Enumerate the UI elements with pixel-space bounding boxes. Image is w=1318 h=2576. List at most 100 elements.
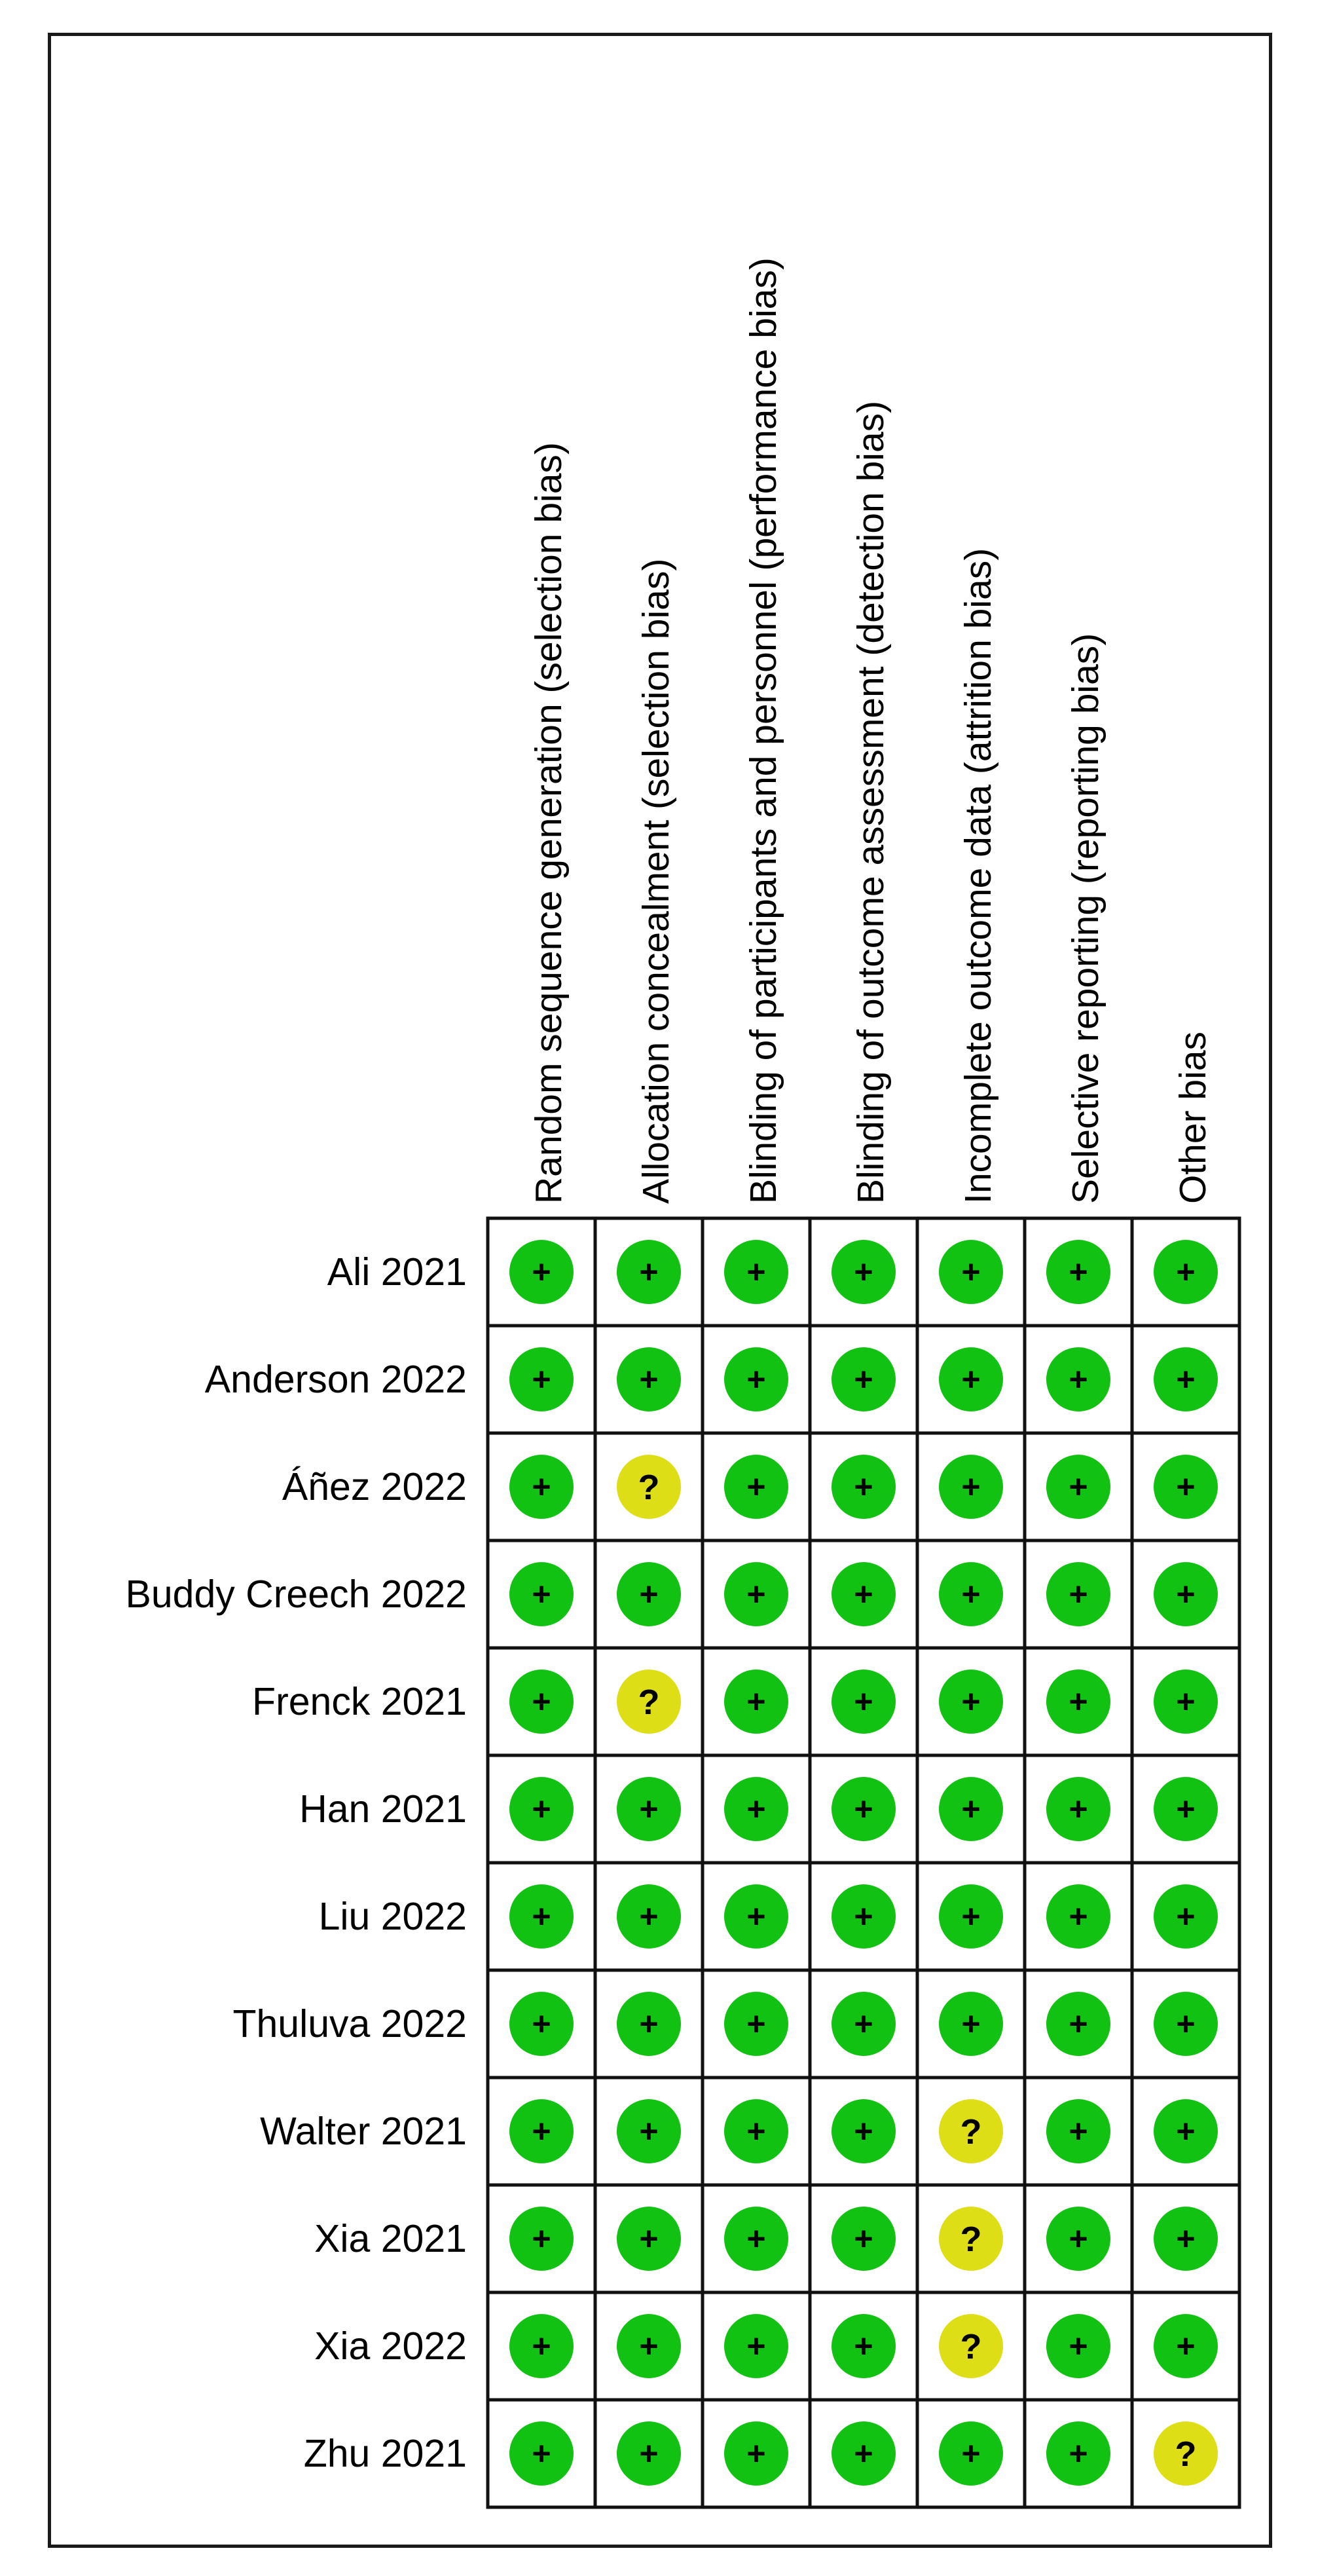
rating-circle: [1154, 1777, 1218, 1841]
rating-circle: [832, 1884, 896, 1949]
study-label: Anderson 2022: [205, 1358, 467, 1401]
rating-symbol: ?: [961, 2327, 982, 2366]
rating-circle: [1154, 1992, 1218, 2056]
low-risk-mark: +: [724, 2314, 788, 2378]
rating-circle: [1046, 1670, 1110, 1734]
rating-circle: [832, 1992, 896, 2056]
unclear-risk-mark: ?: [939, 2099, 1003, 2163]
low-risk-mark: +: [832, 1992, 896, 2056]
low-risk-mark: +: [1046, 1455, 1110, 1519]
rating-symbol: +: [532, 2113, 551, 2150]
rating-circle: [724, 1240, 788, 1304]
rating-circle: [1154, 2314, 1218, 2378]
rating-circle: [724, 2314, 788, 2378]
rating-symbol: +: [961, 2006, 980, 2042]
low-risk-mark: +: [1046, 1240, 1110, 1304]
low-risk-mark: +: [832, 1670, 896, 1734]
low-risk-mark: +: [1046, 1562, 1110, 1626]
rating-circle: [509, 1455, 574, 1519]
column-label: Blinding of participants and personnel (…: [742, 257, 784, 1204]
rating-symbol: +: [639, 1898, 658, 1935]
low-risk-mark: +: [1154, 1992, 1218, 2056]
low-risk-mark: +: [939, 1240, 1003, 1304]
low-risk-mark: +: [724, 1992, 788, 2056]
low-risk-mark: +: [832, 1884, 896, 1949]
rating-symbol: +: [639, 1576, 658, 1613]
rating-symbol: +: [854, 1254, 873, 1290]
rating-circle: [1046, 1240, 1110, 1304]
low-risk-mark: +: [617, 2421, 681, 2486]
rating-symbol: +: [746, 1683, 765, 1720]
rating-circle: [509, 1347, 574, 1411]
rating-circle: [724, 2099, 788, 2163]
rating-symbol: +: [961, 1791, 980, 1827]
low-risk-mark: +: [832, 1240, 896, 1304]
low-risk-mark: +: [1046, 1777, 1110, 1841]
rating-symbol: +: [854, 2328, 873, 2364]
low-risk-mark: +: [1046, 2099, 1110, 2163]
rating-circle: [509, 2421, 574, 2486]
rating-circle: [832, 1455, 896, 1519]
rating-symbol: +: [746, 1898, 765, 1935]
rating-symbol: +: [1069, 1898, 1088, 1935]
low-risk-mark: +: [509, 2207, 574, 2271]
rating-symbol: +: [746, 1791, 765, 1827]
rating-symbol: +: [961, 2435, 980, 2472]
rating-symbol: +: [1176, 2006, 1195, 2042]
rating-symbol: +: [854, 1898, 873, 1935]
rating-symbol: +: [639, 1254, 658, 1290]
low-risk-mark: +: [509, 2421, 574, 2486]
low-risk-mark: +: [832, 1777, 896, 1841]
low-risk-mark: +: [1154, 2207, 1218, 2271]
rating-circle: [509, 1992, 574, 2056]
column-label: Selective reporting (reporting bias): [1065, 633, 1107, 1204]
rating-symbol: +: [1176, 1254, 1195, 1290]
rating-circle: [939, 1240, 1003, 1304]
rating-symbol: +: [532, 1468, 551, 1505]
rating-circle: [1154, 1455, 1218, 1519]
rating-circle: [724, 1777, 788, 1841]
study-label: Walter 2021: [260, 2110, 467, 2153]
rating-circle: [939, 2207, 1003, 2271]
rating-circle: [617, 2314, 681, 2378]
low-risk-mark: +: [1046, 2421, 1110, 2486]
rating-circle: [617, 1562, 681, 1626]
rating-circle: [724, 2207, 788, 2271]
low-risk-mark: +: [509, 1884, 574, 1949]
rating-grid: + + + + + + + + + + + + + + +? + + + + + + + + + + + + +? + + + + + + + + + +…: [486, 1216, 1241, 2509]
rating-cell: [915, 1968, 1027, 2080]
rating-circle: [1154, 2207, 1218, 2271]
low-risk-mark: +: [1154, 1884, 1218, 1949]
study-label: Ali 2021: [327, 1250, 467, 1294]
rating-circle: [1046, 1347, 1110, 1411]
rating-circle: [939, 1777, 1003, 1841]
rating-symbol: +: [961, 1361, 980, 1398]
rating-symbol: +: [532, 2006, 551, 2042]
study-label: Xia 2021: [314, 2217, 467, 2260]
rating-circle: [832, 1347, 896, 1411]
rating-symbol: +: [639, 1361, 658, 1398]
rating-symbol: +: [1069, 2220, 1088, 2257]
rating-circle: [509, 1240, 574, 1304]
rating-symbol: +: [1176, 1468, 1195, 1505]
rating-circle: [509, 1777, 574, 1841]
low-risk-mark: +: [617, 1884, 681, 1949]
rating-cell: [915, 1646, 1027, 1757]
low-risk-mark: +: [724, 1884, 788, 1949]
rating-symbol: +: [639, 2113, 658, 2150]
low-risk-mark: +: [1046, 1670, 1110, 1734]
rating-symbol: +: [854, 2006, 873, 2042]
rating-symbol: +: [854, 1468, 873, 1505]
unclear-risk-mark: ?: [939, 2207, 1003, 2271]
low-risk-mark: +: [1154, 2099, 1218, 2163]
rating-symbol: +: [639, 2006, 658, 2042]
low-risk-mark: +: [1154, 1670, 1218, 1734]
rating-circle: [1154, 1240, 1218, 1304]
low-risk-mark: +: [1154, 1347, 1218, 1411]
rating-symbol: +: [1176, 1898, 1195, 1935]
rating-circle: [939, 1562, 1003, 1626]
rating-circle: [617, 1670, 681, 1734]
study-label: Liu 2022: [319, 1895, 467, 1938]
low-risk-mark: +: [509, 1240, 574, 1304]
